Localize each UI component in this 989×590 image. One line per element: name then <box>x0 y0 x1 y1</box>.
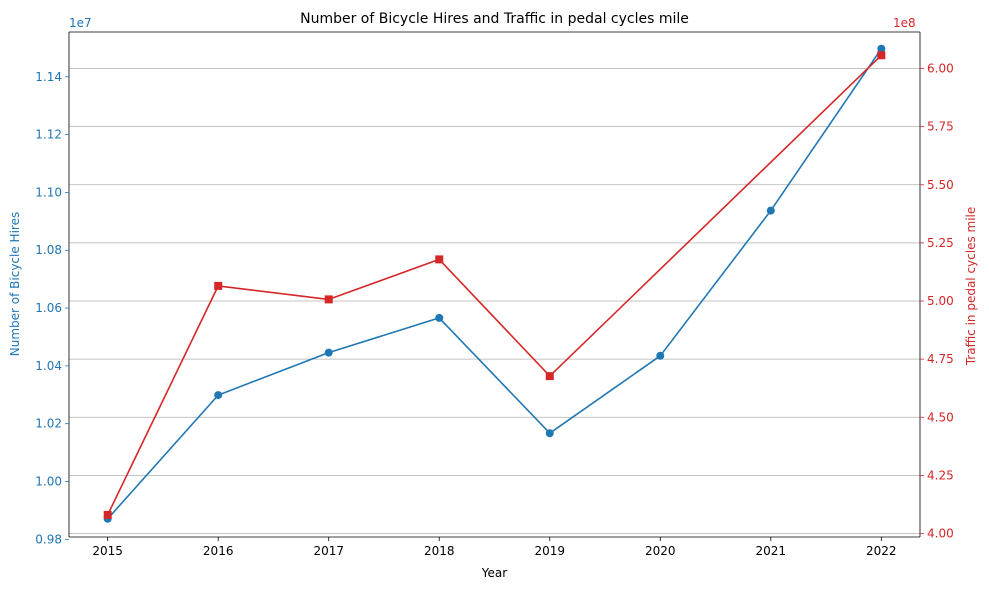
series-line-right <box>106 54 882 516</box>
x-axis-label: Year <box>481 566 507 580</box>
left-y-tick-label: 0.98 <box>35 532 62 546</box>
x-tick-label: 2021 <box>756 544 787 558</box>
chart-title: Number of Bicycle Hires and Traffic in p… <box>300 11 689 27</box>
right-y-tick-label: 4.25 <box>927 468 954 482</box>
right-y-tick-label: 6.00 <box>927 62 954 76</box>
axes-layer: 2015 2016 2017 2018 2019 2020 2021 2022 0.98 1.00… <box>35 31 954 558</box>
x-tick-label: 2020 <box>645 544 676 558</box>
right-y-tick-label: 5.00 <box>927 294 954 308</box>
right-axis-offset-label: 1e8 <box>893 16 916 30</box>
x-tick-label: 2015 <box>92 544 123 558</box>
left-axis-offset-label: 1e7 <box>69 16 92 30</box>
right-y-tick-label: 5.25 <box>927 236 954 250</box>
series-layer <box>103 44 886 523</box>
data-point-left <box>214 391 223 400</box>
right-y-tick-label: 4.00 <box>927 527 954 541</box>
x-tick-label: 2017 <box>313 544 344 558</box>
data-point-right <box>545 372 554 381</box>
left-y-tick-label: 1.00 <box>35 474 62 488</box>
left-y-tick-label: 1.06 <box>35 301 62 315</box>
data-point-right <box>324 295 333 304</box>
left-y-tick-label: 1.02 <box>35 417 62 431</box>
left-y-tick-label: 1.04 <box>35 359 62 373</box>
right-y-tick-label: 4.50 <box>927 410 954 424</box>
data-point-left <box>656 351 665 360</box>
x-tick-label: 2018 <box>424 544 455 558</box>
x-tick-label: 2022 <box>866 544 897 558</box>
right-y-tick-label: 5.75 <box>927 120 954 134</box>
left-y-tick-label: 1.10 <box>35 185 62 199</box>
data-point-right <box>214 281 223 290</box>
x-tick-label: 2019 <box>534 544 565 558</box>
data-point-left <box>766 206 775 215</box>
right-y-tick-label: 4.75 <box>927 352 954 366</box>
x-tick-label: 2016 <box>203 544 234 558</box>
right-y-tick-label: 5.50 <box>927 178 954 192</box>
data-point-left <box>877 44 886 53</box>
data-point-left <box>324 348 333 357</box>
left-y-tick-label: 1.08 <box>35 243 62 257</box>
data-point-right <box>103 510 112 519</box>
left-axis-label: Number of Bicycle Hires <box>8 212 22 356</box>
data-point-left <box>545 429 554 438</box>
data-point-right <box>435 255 444 264</box>
data-point-right <box>877 51 886 60</box>
data-point-left <box>435 313 444 322</box>
right-axis-label: Traffic in pedal cycles mile <box>964 207 978 367</box>
left-y-tick-label: 1.12 <box>35 128 62 142</box>
series-line-left <box>107 48 882 520</box>
left-y-tick-label: 1.14 <box>35 70 62 84</box>
